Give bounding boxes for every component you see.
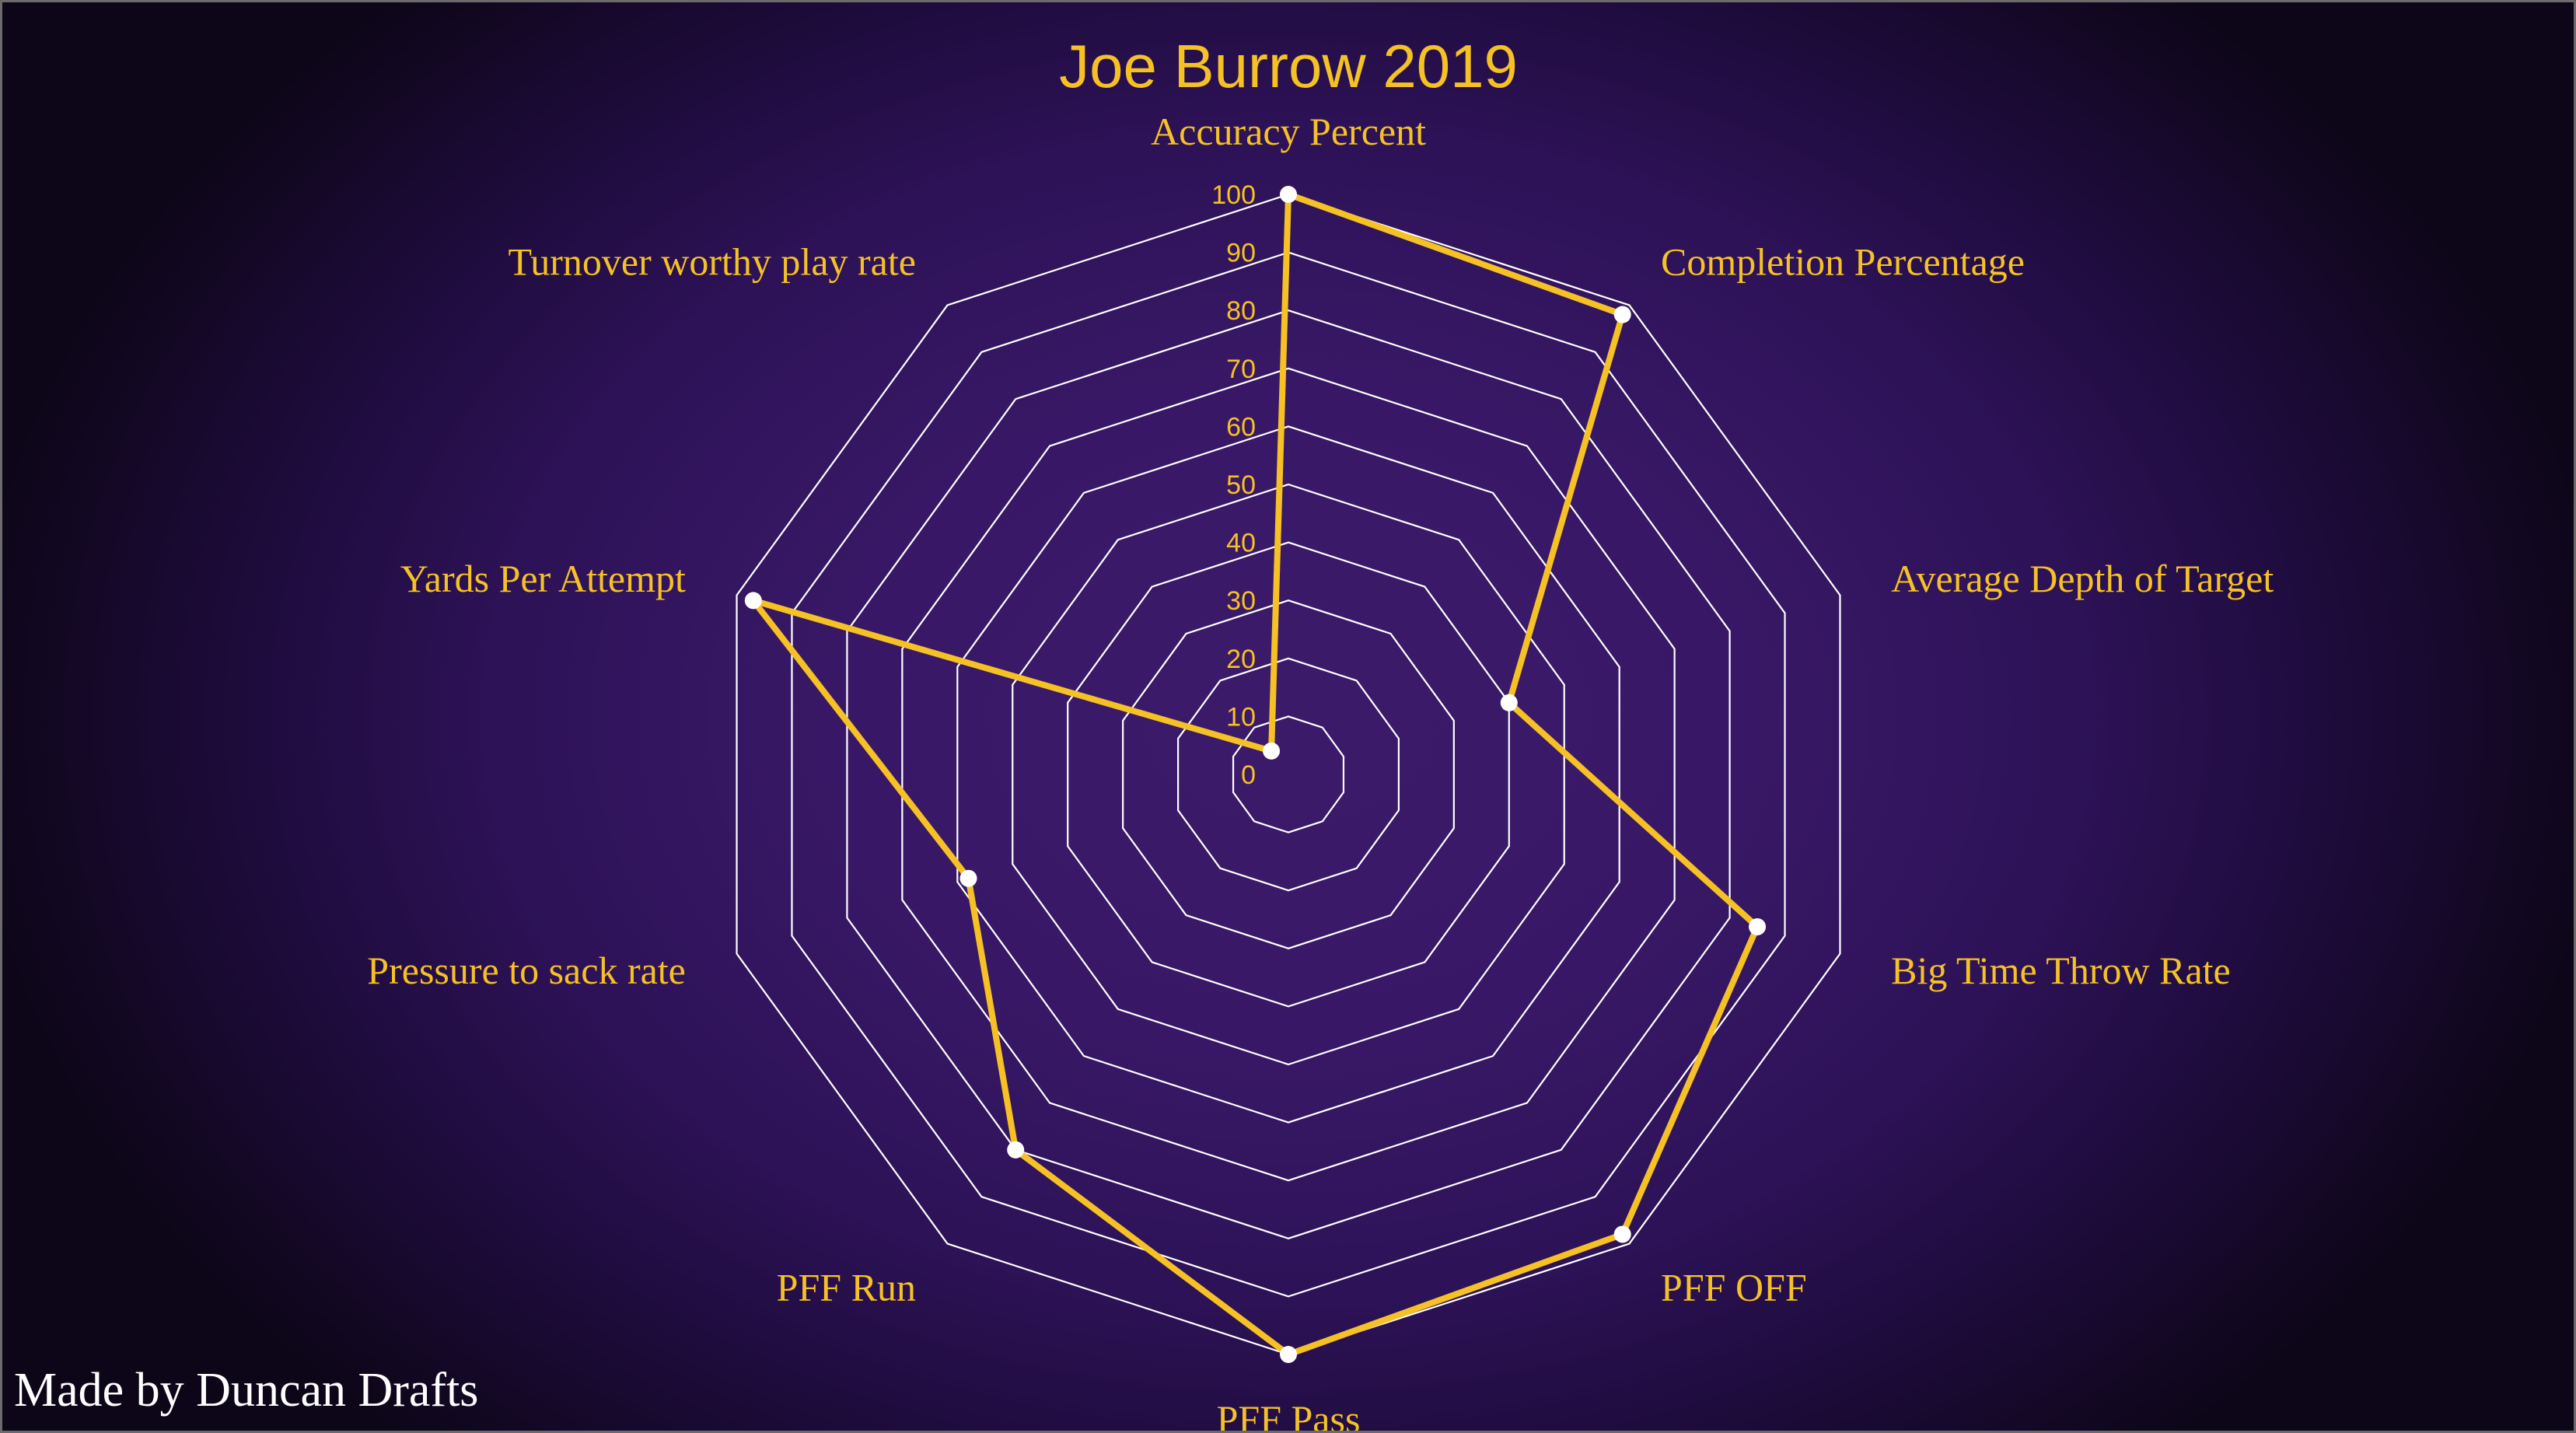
- axis-label: Average Depth of Target: [1891, 557, 2274, 600]
- radial-tick-labels: 0 10 20 30 40 50 60 70 80 90 100: [1211, 180, 1256, 790]
- axis-label: Pressure to sack rate: [367, 949, 686, 992]
- radial-tick-label: 30: [1226, 586, 1256, 616]
- series-layer: [744, 186, 1767, 1363]
- axis-label: Big Time Throw Rate: [1891, 949, 2231, 992]
- grid-ring: [1122, 599, 1455, 949]
- grid-ring: [1067, 541, 1510, 1008]
- radial-tick-label: 10: [1226, 702, 1256, 732]
- grid-ring: [1012, 483, 1565, 1066]
- credit-text: Made by Duncan Drafts: [14, 1364, 478, 1417]
- radial-tick-label: 100: [1211, 180, 1256, 210]
- data-point: [744, 592, 762, 610]
- grid-ring: [846, 309, 1731, 1239]
- data-point: [1500, 694, 1518, 711]
- radial-tick-label: 60: [1226, 412, 1256, 442]
- grid-ring: [791, 251, 1786, 1298]
- radial-tick-label: 70: [1226, 355, 1256, 384]
- data-point: [1007, 1141, 1025, 1159]
- radar-grid: [736, 193, 1841, 1356]
- grid-ring: [956, 425, 1620, 1124]
- radial-tick-label: 0: [1241, 760, 1256, 790]
- chart-title: Joe Burrow 2019: [1059, 32, 1518, 100]
- axis-labels: Accuracy Percent Completion Percentage Ave…: [367, 110, 2274, 1433]
- axis-label: Accuracy Percent: [1151, 110, 1426, 153]
- axis-label: Turnover worthy play rate: [509, 240, 916, 284]
- data-point: [1280, 1346, 1297, 1363]
- radial-tick-label: 50: [1226, 470, 1256, 500]
- axis-label: Completion Percentage: [1661, 240, 2025, 284]
- data-point: [959, 869, 977, 887]
- axis-label: PFF Run: [777, 1265, 916, 1309]
- axis-label: Yards Per Attempt: [400, 557, 686, 600]
- data-point: [1749, 917, 1767, 935]
- data-point: [1613, 306, 1631, 323]
- radial-tick-label: 90: [1226, 239, 1256, 268]
- radial-tick-label: 20: [1226, 645, 1256, 674]
- radial-tick-label: 80: [1226, 296, 1256, 326]
- radial-tick-label: 40: [1226, 529, 1256, 558]
- axis-label: PFF Pass: [1217, 1397, 1361, 1433]
- data-point: [1263, 742, 1281, 760]
- data-point: [1613, 1225, 1631, 1243]
- axis-label: PFF OFF: [1661, 1265, 1807, 1309]
- data-point: [1280, 186, 1297, 203]
- grid-ring: [1177, 657, 1400, 892]
- grid-ring: [901, 367, 1676, 1182]
- grid-ring: [1232, 715, 1345, 834]
